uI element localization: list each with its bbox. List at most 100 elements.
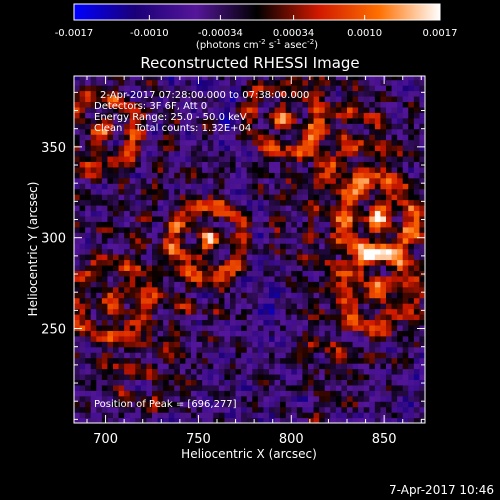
heatmap-cell: [319, 319, 326, 326]
heatmap-cell: [252, 134, 259, 141]
heatmap-cell: [413, 275, 421, 282]
heatmap-cell: [85, 308, 92, 315]
heatmap-cell: [352, 363, 359, 370]
heatmap-cell: [118, 221, 125, 228]
heatmap-cell: [235, 237, 242, 244]
heatmap-cell: [230, 90, 237, 97]
heatmap-cell: [363, 303, 370, 310]
heatmap-cell: [185, 237, 192, 244]
heatmap-cell: [163, 346, 170, 353]
heatmap-cell: [280, 172, 287, 179]
heatmap-cell: [235, 308, 242, 315]
heatmap-cell: [313, 210, 320, 217]
heatmap-cell: [74, 335, 81, 342]
heatmap-cell: [380, 384, 387, 391]
heatmap-cell: [118, 134, 125, 141]
heatmap-cell: [413, 134, 421, 141]
heatmap-cell: [118, 145, 125, 152]
heatmap-cell: [101, 259, 109, 266]
heatmap-cell: [296, 275, 304, 282]
heatmap-cell: [285, 95, 292, 103]
heatmap-cell: [163, 243, 170, 250]
heatmap-cell: [319, 412, 326, 419]
heatmap-cell: [185, 221, 192, 228]
heatmap-cell: [129, 150, 136, 157]
heatmap-cell: [269, 286, 276, 293]
heatmap-cell: [146, 134, 153, 141]
heatmap-cell: [347, 134, 354, 141]
heatmap-cell: [363, 270, 370, 277]
heatmap-cell: [308, 264, 315, 271]
heatmap-cell: [408, 341, 415, 348]
heatmap-cell: [252, 150, 259, 157]
heatmap-cell: [113, 112, 120, 119]
heatmap-cell: [241, 281, 248, 288]
heatmap-cell: [224, 308, 231, 315]
heatmap-cell: [168, 264, 175, 271]
heatmap-cell: [107, 319, 114, 326]
heatmap-cell: [202, 264, 209, 271]
heatmap-cell: [174, 412, 181, 419]
heatmap-cell: [85, 90, 92, 97]
heatmap-cell: [74, 215, 81, 222]
heatmap-cell: [90, 112, 97, 119]
heatmap-cell: [330, 352, 337, 359]
heatmap-cell: [369, 303, 376, 310]
heatmap-cell: [308, 297, 315, 304]
heatmap-cell: [358, 204, 365, 212]
heatmap-cell: [291, 166, 298, 173]
heatmap-cell: [402, 357, 409, 364]
heatmap-cell: [129, 324, 136, 331]
heatmap-cell: [347, 221, 354, 228]
heatmap-cell: [291, 243, 298, 250]
heatmap-cell: [269, 319, 276, 326]
heatmap-cell: [74, 313, 81, 321]
heatmap-cell: [230, 243, 237, 250]
heatmap-cell: [419, 254, 425, 261]
heatmap-cell: [302, 352, 309, 359]
heatmap-cell: [274, 390, 281, 397]
heatmap-cell: [358, 346, 365, 353]
heatmap-cell: [152, 417, 159, 423]
heatmap-cell: [263, 264, 270, 271]
heatmap-cell: [90, 204, 97, 212]
heatmap-cell: [96, 117, 103, 124]
heatmap-cell: [218, 172, 226, 179]
heatmap-cell: [269, 368, 276, 375]
heatmap-cell: [363, 308, 370, 315]
heatmap-cell: [347, 243, 354, 250]
heatmap-cell: [341, 145, 348, 152]
heatmap-cell: [140, 106, 148, 113]
heatmap-cell: [313, 292, 320, 299]
heatmap-cell: [118, 79, 125, 86]
heatmap-cell: [263, 341, 270, 348]
heatmap-cell: [107, 188, 114, 195]
heatmap-cell: [74, 330, 81, 337]
heatmap-cell: [79, 210, 86, 217]
heatmap-cell: [146, 373, 153, 380]
heatmap-cell: [335, 254, 343, 261]
heatmap-cell: [168, 106, 175, 113]
heatmap-cell: [74, 319, 81, 326]
heatmap-cell: [330, 79, 337, 86]
heatmap-cell: [408, 106, 415, 113]
heatmap-cell: [96, 226, 103, 233]
heatmap-cell: [224, 112, 231, 119]
heatmap-cell: [218, 412, 226, 419]
heatmap-cell: [363, 346, 370, 353]
heatmap-cell: [324, 297, 331, 304]
heatmap-cell: [213, 166, 220, 173]
heatmap-cell: [196, 161, 203, 168]
heatmap-cell: [241, 352, 248, 359]
heatmap-cell: [308, 303, 315, 310]
heatmap-cell: [308, 341, 315, 348]
heatmap-cell: [85, 248, 92, 255]
heatmap-cell: [413, 363, 421, 370]
heatmap-cell: [285, 188, 292, 195]
heatmap-cell: [235, 112, 242, 119]
heatmap-cell: [269, 275, 276, 282]
heatmap-cell: [324, 412, 331, 419]
heatmap-cell: [107, 166, 114, 173]
heatmap-cell: [174, 270, 181, 277]
heatmap-cell: [257, 303, 265, 310]
